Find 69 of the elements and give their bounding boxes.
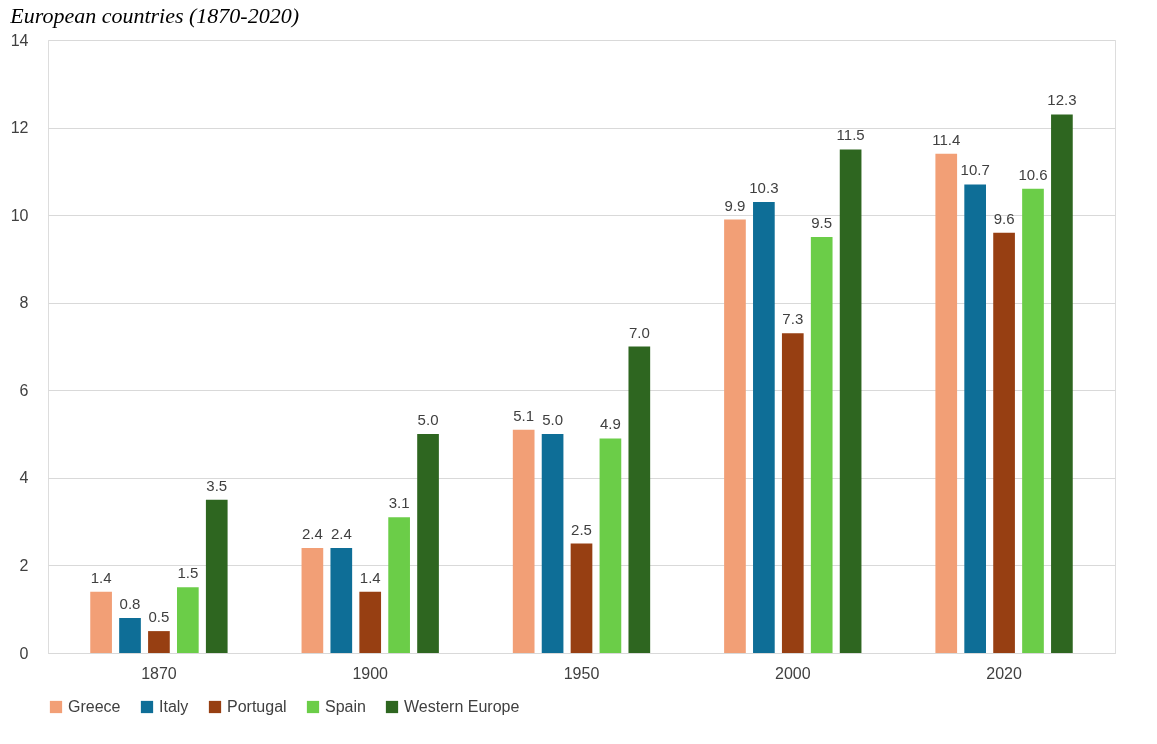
data-label: 5.0 [417,411,439,429]
data-label: 5.1 [513,406,535,424]
bar [724,219,746,653]
bar [177,587,199,653]
legend-label: Greece [68,698,121,715]
data-label: 9.6 [993,209,1015,227]
data-label: 3.5 [206,476,228,494]
bar [810,237,833,653]
data-label: 10.3 [749,179,779,197]
bar [964,184,986,653]
data-label: 2.4 [330,524,352,542]
bar [993,232,1015,653]
data-label: 10.6 [1018,165,1048,183]
bar [753,202,775,653]
y-tick-label: 4 [19,469,29,487]
bar [935,153,958,653]
x-tick-label: 2020 [986,664,1022,682]
x-tick-label: 2000 [774,664,811,682]
y-tick-label: 12 [10,119,29,137]
bar [90,591,112,653]
data-label: 5.0 [542,411,564,429]
data-label: 0.5 [148,608,170,626]
y-tick-label: 0 [19,644,29,662]
data-label: 1.4 [90,568,112,586]
y-tick-label: 10 [10,206,29,224]
data-label: 0.8 [119,594,141,612]
legend-label: Italy [159,698,189,715]
legend-label: Portugal [227,698,287,715]
bar [148,631,170,653]
data-label: 2.4 [301,524,323,542]
data-label: 4.9 [599,415,621,433]
x-tick-label: 1870 [141,664,177,682]
bar [541,434,564,653]
bar [781,333,804,653]
bar [1022,188,1044,653]
data-label: 7.0 [628,323,650,341]
x-tick-label: 1950 [563,664,600,682]
data-label: 9.5 [811,214,833,232]
x-tick-label: 1900 [352,664,389,682]
data-label: 7.3 [782,310,804,328]
bar [417,434,439,653]
bar [1051,114,1073,653]
legend-label: Spain [325,698,366,715]
bar [205,499,228,653]
data-label: 1.4 [359,568,381,586]
bar [628,346,651,653]
bar [388,517,410,653]
y-tick-label: 8 [19,294,29,312]
legend-label: Western Europe [404,698,520,715]
y-tick-label: 2 [19,556,29,574]
data-label: 12.3 [1047,91,1077,109]
bar [119,617,141,653]
y-tick-label: 6 [19,381,29,399]
bar [512,429,535,653]
data-label: 11.5 [836,126,865,144]
data-label: 1.5 [177,564,199,582]
data-label: 2.5 [571,520,592,538]
bar [599,438,622,653]
bar [570,543,593,653]
bar [330,547,353,653]
data-label: 10.7 [960,161,990,179]
data-label: 9.9 [724,196,746,214]
data-label: 11.4 [932,130,961,148]
bar [301,547,324,653]
data-label: 3.1 [388,494,410,512]
y-tick-label: 14 [10,31,29,49]
bar [359,591,382,653]
bar [839,149,862,653]
chart-title: European countries (1870-2020) [9,3,300,28]
